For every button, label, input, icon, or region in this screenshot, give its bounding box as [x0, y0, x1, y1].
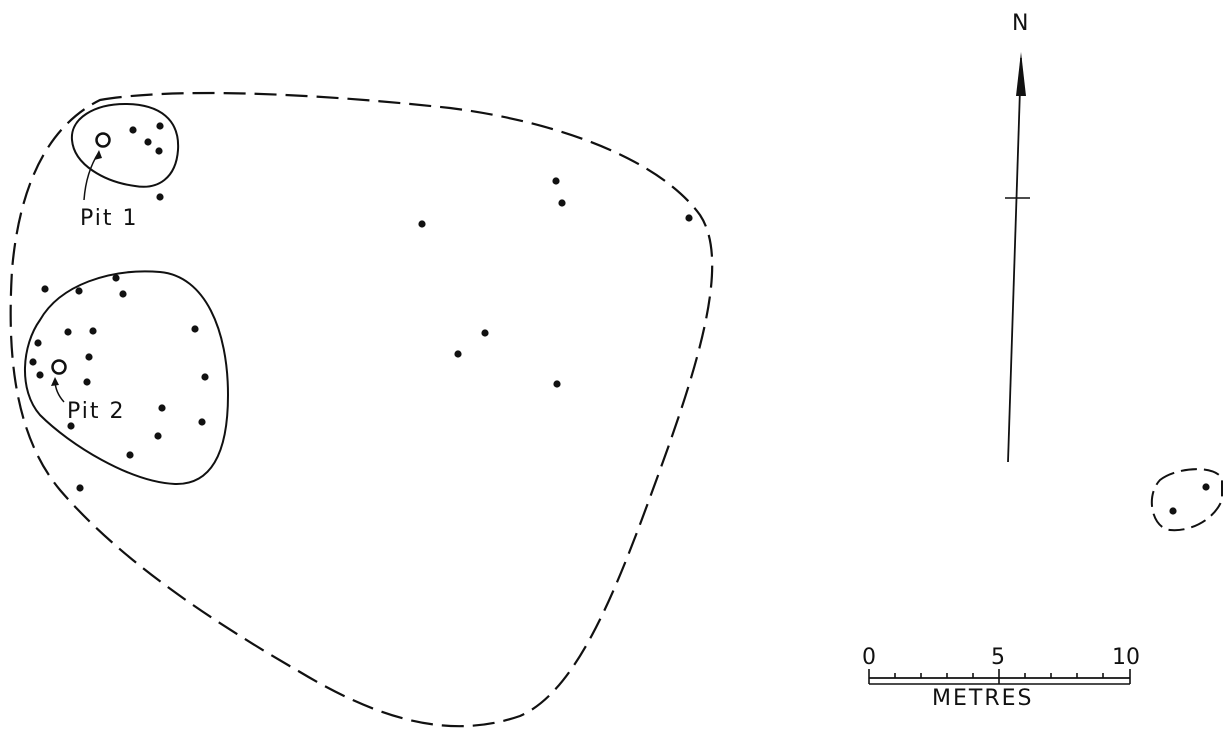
find-spot — [64, 328, 72, 336]
find-spot — [144, 138, 152, 146]
find-spot — [685, 214, 693, 222]
find-spot — [158, 404, 166, 412]
find-spot — [126, 451, 134, 459]
find-spots — [29, 122, 1210, 515]
north-arrow: N — [1005, 11, 1030, 463]
find-spot — [198, 418, 206, 426]
find-spot — [1202, 483, 1210, 491]
site-boundary-dashed — [9, 91, 714, 728]
find-spot — [553, 380, 561, 388]
pit-1-cluster-outline — [70, 102, 180, 188]
scale-label-10: 10 — [1112, 645, 1140, 670]
find-spot — [75, 287, 83, 295]
pit-2-marker — [51, 359, 67, 375]
find-spot — [552, 177, 560, 185]
outlying-cluster-dashed — [1150, 468, 1223, 532]
find-spot — [67, 422, 75, 430]
scale-label-5: 5 — [991, 645, 1005, 670]
scale-unit-label: METRES — [932, 686, 1033, 711]
find-spot — [418, 220, 426, 228]
find-spot — [558, 199, 566, 207]
find-spot — [83, 378, 91, 386]
north-arrow-shaft — [1007, 57, 1022, 463]
find-spot — [112, 274, 120, 282]
pit-1-leader-arrowhead — [94, 150, 102, 160]
find-spot — [454, 350, 462, 358]
find-spot — [89, 327, 97, 335]
pit-2-leader-arrowhead — [51, 377, 59, 386]
find-spot — [154, 432, 162, 440]
find-spot — [76, 484, 84, 492]
find-spot — [129, 126, 137, 134]
find-spot — [156, 122, 164, 130]
pit-1-label: Pit 1 — [80, 206, 139, 231]
find-spot — [191, 325, 199, 333]
north-arrow-head — [1016, 52, 1026, 96]
pit-2-cluster-outline — [23, 270, 230, 486]
north-label: N — [1012, 11, 1028, 36]
find-spot — [481, 329, 489, 337]
find-spot — [1169, 507, 1177, 515]
pit-2-label: Pit 2 — [67, 399, 126, 424]
pit-1-marker — [95, 132, 111, 148]
find-spot — [29, 358, 37, 366]
find-spot — [85, 353, 93, 361]
scale-bar-ticks — [868, 669, 1131, 684]
scale-label-0: 0 — [862, 645, 876, 670]
find-spot — [34, 339, 42, 347]
find-spot — [201, 373, 209, 381]
find-spot — [36, 371, 44, 379]
find-spot — [156, 193, 164, 201]
scale-bar: 0 5 10 METRES — [862, 645, 1140, 711]
find-spot — [41, 285, 49, 293]
find-spot — [155, 147, 163, 155]
find-spot — [119, 290, 127, 298]
